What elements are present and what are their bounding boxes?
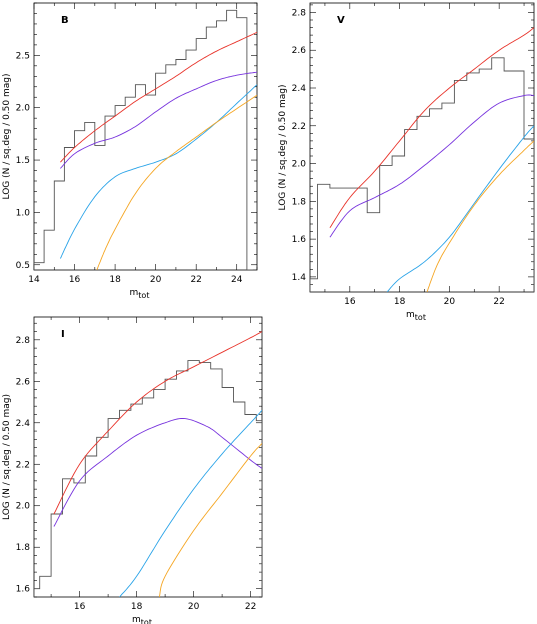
x-tick-label: 22 [493,297,504,307]
series-histogram [34,360,262,597]
series-histogram [310,57,534,292]
x-axis-label-subscript: tot [138,291,149,300]
x-tick-label: 18 [394,297,406,307]
y-tick-label: 1.6 [16,585,31,595]
y-tick-label: 2.0 [16,502,31,512]
x-tick-label: 14 [28,275,40,285]
y-tick-label: 2.6 [16,377,31,387]
x-tick-label: 20 [444,297,456,307]
y-tick-label: 1.8 [292,197,307,207]
series-total-model [60,31,257,163]
x-tick-label: 16 [74,602,86,612]
x-tick-label: 22 [190,275,201,285]
y-tick-label: 2.2 [292,122,306,132]
data-layer [310,27,534,292]
y-tick-label: 0.5 [16,261,30,271]
y-tick-label: 2.2 [16,460,30,470]
chart-panel-b: 14 16 18 20 22 24 0.5 1.0 1.5 2.0 2.5 mtot LOG (N / … [2,2,258,300]
y-tick-label: 2.8 [292,8,307,18]
y-tick-label: 2.4 [16,419,31,429]
series-total-model [329,27,534,229]
x-axis-label: mtot [132,615,152,624]
x-tick-label: 18 [109,275,121,285]
series-model-d [426,140,534,292]
y-axis-label: LOG (N / sq.deg / 0.50 mag) [278,85,288,211]
y-tick-label: 2.5 [16,51,30,61]
panel-letter-i: I [61,329,65,340]
series-model-c [59,84,257,259]
y-tick-label: 1.4 [292,273,307,283]
y-tick-label: 2.0 [16,104,31,114]
data-layer [34,331,262,597]
y-tick-label: 2.4 [292,84,307,94]
x-tick-label: 20 [188,602,200,612]
y-tick-label: 1.5 [16,156,30,166]
y-tick-label: 1.0 [16,208,31,218]
y-tick-label: 2.0 [292,160,307,170]
x-axis-label: mtot [406,310,426,322]
plot-frame [33,316,263,598]
series-histogram [34,9,253,270]
series-model-b [329,94,534,238]
chart-panel-v: 16 18 20 22 1.4 1.6 1.8 2.0 2.2 2.4 2.6 2.8 mtot LOG … [278,2,535,322]
y-tick-label: 1.8 [16,543,31,553]
series-total-model [53,331,262,515]
chart-panel-i: 16 18 20 22 1.6 1.8 2.0 2.2 2.4 2.6 2.8 mtot LOG (N … [2,316,263,624]
series-model-c [386,125,534,292]
plot-frame [33,2,258,271]
plot-frame [309,2,535,293]
series-model-c [119,410,262,597]
panel-letter-v: V [337,15,345,26]
series-model-b [53,418,262,527]
panel-letter-b: B [61,15,69,26]
series-model-b [60,71,257,169]
y-axis-label: LOG (N / sq.deg / 0.50 mag) [2,394,12,520]
y-tick-label: 1.6 [292,235,307,245]
x-tick-label: 24 [231,275,243,285]
x-tick-label: 18 [131,602,143,612]
series-model-d [96,94,257,270]
x-axis-label-subscript: tot [415,313,426,322]
x-tick-label: 20 [150,275,162,285]
data-layer [34,9,257,270]
y-tick-label: 2.6 [292,46,307,56]
x-axis-label-subscript: tot [141,618,152,624]
x-tick-label: 22 [245,602,256,612]
x-tick-label: 16 [69,275,81,285]
series-model-d [158,443,262,597]
x-tick-label: 16 [344,297,356,307]
y-axis-label: LOG (N / sq.deg / 0.50 mag) [2,74,12,200]
x-axis-label: mtot [130,288,150,300]
y-tick-label: 2.8 [16,336,31,346]
